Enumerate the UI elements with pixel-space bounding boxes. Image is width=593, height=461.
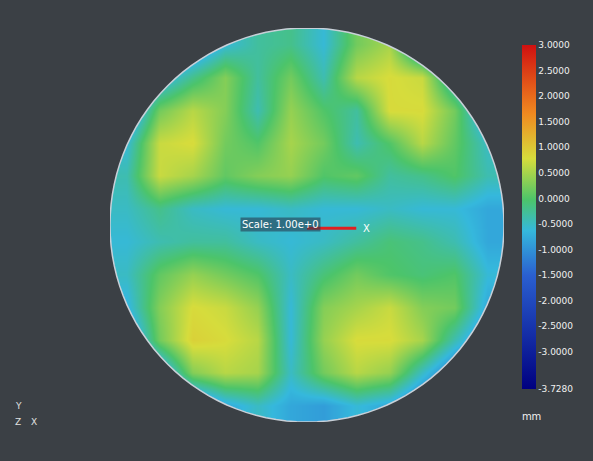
svg-text:Y: Y: [15, 401, 22, 411]
svg-text:-2.0000: -2.0000: [538, 296, 573, 306]
svg-text:2.5000: 2.5000: [538, 66, 570, 76]
svg-text:Scale: 1.00e+0: Scale: 1.00e+0: [242, 219, 319, 230]
svg-text:3.0000: 3.0000: [538, 40, 570, 50]
svg-text:mm: mm: [522, 411, 541, 422]
svg-text:-1.0000: -1.0000: [538, 245, 573, 255]
svg-text:0.5000: 0.5000: [538, 168, 570, 178]
svg-text:-0.5000: -0.5000: [538, 219, 573, 229]
svg-text:X: X: [31, 417, 37, 427]
svg-text:2.0000: 2.0000: [538, 91, 570, 101]
svg-text:0.0000: 0.0000: [538, 194, 570, 204]
svg-text:-3.7280: -3.7280: [538, 384, 573, 394]
svg-text:1.0000: 1.0000: [538, 142, 570, 152]
svg-text:-3.0000: -3.0000: [538, 347, 573, 357]
svg-text:1.5000: 1.5000: [538, 117, 570, 127]
svg-text:X: X: [363, 223, 370, 234]
svg-text:-1.5000: -1.5000: [538, 270, 573, 280]
svg-text:Z: Z: [15, 417, 21, 427]
svg-text:-2.5000: -2.5000: [538, 321, 573, 331]
